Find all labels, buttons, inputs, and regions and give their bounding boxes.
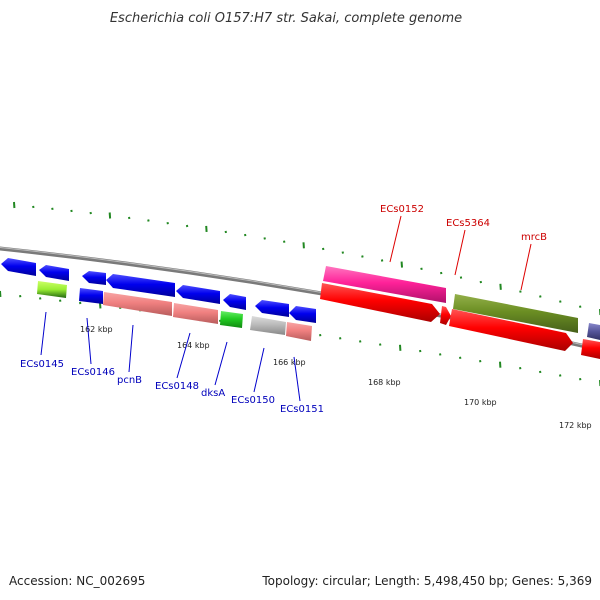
gene-arrow-salmon[interactable] bbox=[286, 322, 312, 341]
gene-arrow-green[interactable] bbox=[220, 311, 243, 328]
gene-arrow-blue[interactable] bbox=[1, 258, 36, 276]
gene-arrow-olive[interactable] bbox=[453, 294, 578, 333]
gene-arrow-blue[interactable] bbox=[82, 271, 106, 285]
gene-label-pcnb[interactable]: pcnB bbox=[117, 375, 142, 386]
gene-arrow-red[interactable] bbox=[449, 309, 573, 351]
gene-label-ecs0145[interactable]: ECs0145 bbox=[20, 359, 64, 370]
gene-arrow-purple[interactable] bbox=[587, 323, 600, 340]
gene-label-ecs0146[interactable]: ECs0146 bbox=[71, 367, 115, 378]
leader-line bbox=[454, 229, 466, 276]
scale-label: 166 kbp bbox=[273, 358, 306, 367]
gene-arrow-red[interactable] bbox=[581, 339, 600, 359]
gene-arrow-grey[interactable] bbox=[250, 316, 286, 335]
gene-arrow-red[interactable] bbox=[320, 283, 440, 322]
gene-arrow-red[interactable] bbox=[440, 306, 451, 325]
gene-label-mrcb[interactable]: mrcB bbox=[521, 232, 547, 243]
gene-arrow-blue[interactable] bbox=[223, 294, 246, 310]
upper-tick-row bbox=[13, 201, 600, 316]
scale-label: 162 kbp bbox=[80, 325, 113, 334]
scale-label: 170 kbp bbox=[464, 398, 497, 407]
leader-line bbox=[389, 215, 402, 263]
genome-summary-text: Topology: circular; Length: 5,498,450 bp… bbox=[262, 574, 592, 588]
leader-line bbox=[128, 324, 134, 373]
gene-arrow-salmon[interactable] bbox=[103, 292, 172, 316]
gene-arrow-lime[interactable] bbox=[37, 281, 67, 298]
gene-arrow-blue[interactable] bbox=[79, 288, 103, 304]
gene-arrow-blue[interactable] bbox=[39, 265, 69, 281]
leader-line bbox=[176, 332, 191, 379]
scale-label: 172 kbp bbox=[559, 421, 592, 430]
scale-label: 164 kbp bbox=[177, 341, 210, 350]
scale-label: 168 kbp bbox=[368, 378, 401, 387]
gene-label-ecs0148[interactable]: ECs0148 bbox=[155, 381, 199, 392]
gene-label-ecs0152[interactable]: ECs0152 bbox=[380, 204, 424, 215]
gene-label-dksa[interactable]: dksA bbox=[201, 388, 225, 399]
leader-line bbox=[40, 311, 47, 356]
gene-arrow-salmon[interactable] bbox=[173, 303, 218, 324]
leader-line bbox=[86, 317, 92, 365]
gene-arrow-pink[interactable] bbox=[323, 266, 446, 303]
gene-arrow-blue[interactable] bbox=[176, 285, 220, 304]
gene-arrow-blue[interactable] bbox=[255, 300, 289, 317]
leader-line bbox=[293, 356, 301, 402]
gene-arrow-blue[interactable] bbox=[106, 274, 175, 297]
gene-label-ecs5364[interactable]: ECs5364 bbox=[446, 218, 490, 229]
map-title: Escherichia coli O157:H7 str. Sakai, com… bbox=[110, 11, 462, 26]
gene-label-ecs0151[interactable]: ECs0151 bbox=[280, 404, 324, 415]
leader-line bbox=[253, 347, 265, 393]
leader-line bbox=[520, 243, 532, 291]
gene-arrow-blue[interactable] bbox=[289, 306, 316, 323]
gene-label-ecs0150[interactable]: ECs0150 bbox=[231, 395, 275, 406]
accession-text: Accession: NC_002695 bbox=[9, 574, 146, 588]
leader-line bbox=[214, 341, 228, 386]
